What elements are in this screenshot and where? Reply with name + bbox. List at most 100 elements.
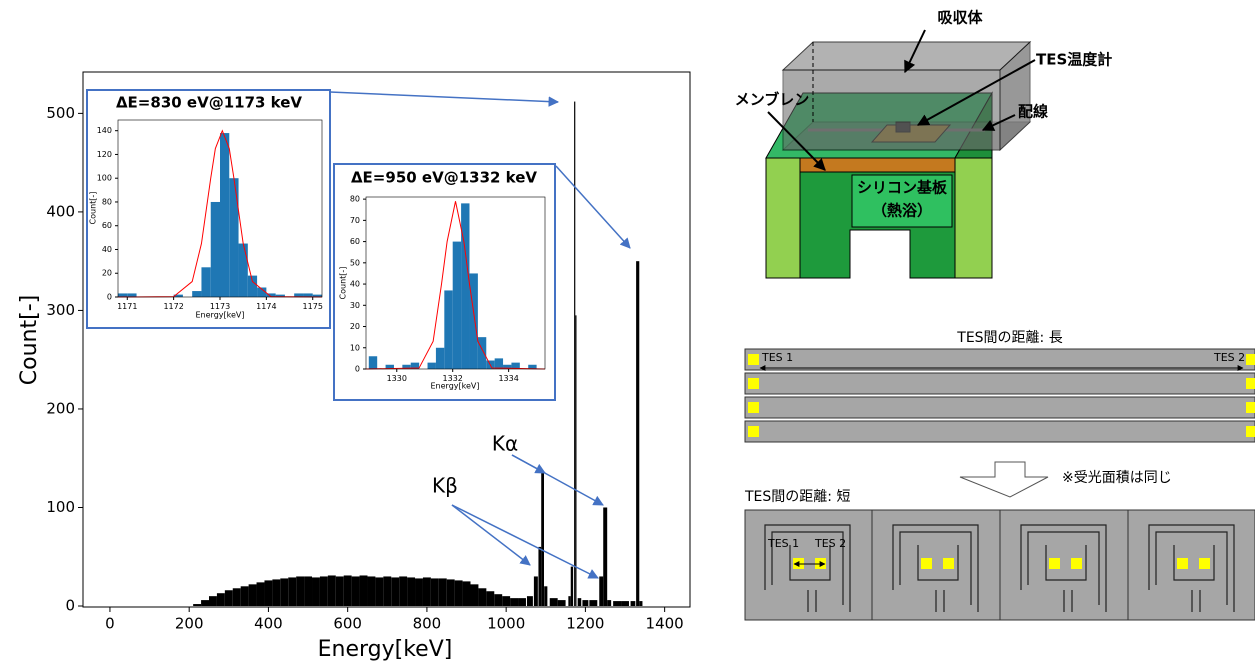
bar [375,577,384,607]
bar [470,584,479,607]
bar [438,578,447,607]
y-axis-label: Count[-] [17,295,42,385]
label: メンブレン [735,91,810,109]
bar [430,578,439,607]
bar [613,601,622,607]
bar [639,601,643,607]
label: シリコン基板 [857,179,948,197]
bar [544,586,548,607]
bar [478,588,487,607]
bar [296,576,305,607]
bar [557,600,566,607]
label: TES温度計 [1036,51,1112,69]
bar [216,593,225,607]
bar [494,594,503,607]
bar [415,578,423,607]
bar [603,507,608,607]
y-tick-label: 120 [97,150,112,159]
y-tick-label: 20 [102,269,112,278]
bar [549,598,558,607]
y-tick-label: 200 [46,399,75,417]
bar [452,241,462,369]
x-tick-label: 400 [254,615,283,633]
x-tick-label: 200 [175,615,204,633]
bar [533,576,538,607]
y-tick-label: 300 [46,301,75,319]
note: ※受光面積は同じ [1062,470,1172,486]
y-tick-label: 60 [350,237,360,246]
bar [621,601,629,607]
bar [312,294,322,297]
bar [335,576,344,607]
bar [494,358,504,369]
bar [257,287,267,297]
bar [232,588,241,607]
bar [589,600,598,607]
annotation-arrows [329,91,631,579]
bar [201,267,211,297]
y-tick-label: 100 [97,174,112,183]
spiral-wiring [764,524,1235,612]
bar [272,579,281,607]
bar [607,600,612,607]
bar [630,601,636,607]
bar [294,293,304,297]
down-arrow [959,461,1049,498]
x-tick-label: 1000 [487,615,525,633]
bar [368,356,378,369]
bar [210,201,220,297]
x-axis-label: Energy[keV] [318,637,453,662]
bar [208,596,217,607]
x-tick-label: 0 [105,615,115,633]
y-tick-label: 80 [102,197,112,206]
inset-title: ΔE=830 eV@1173 keV [116,94,302,112]
bar [383,576,392,607]
bar [327,575,336,607]
label: TES 2 [1213,351,1245,364]
bar [599,576,604,607]
label: 吸収体 [937,9,983,27]
x-tick-label: 1172 [163,302,183,311]
x-tick-label: 1174 [256,302,276,311]
annotation: Kβ [432,474,458,498]
bar [192,291,202,297]
layout-title: TES間の距離: 短 [744,488,850,505]
bar [574,101,576,607]
bar [570,566,574,607]
plot-frame [82,71,691,608]
bar [312,577,320,607]
bar [462,581,471,607]
bar [503,364,512,369]
bar [399,576,408,607]
bar [422,577,431,607]
bar [275,294,285,297]
y-tick-label: 20 [350,322,360,331]
bar [402,364,411,369]
x-tick-label: 1400 [646,615,684,633]
bar [193,604,202,607]
x-tick-label: 1334 [498,374,518,383]
bar [407,577,416,607]
x-tick-label: 1200 [566,615,604,633]
bar [435,347,445,369]
bar [343,575,352,607]
bar [288,577,297,607]
label: 配線 [1018,103,1048,121]
bar [568,596,571,607]
bar [502,596,511,607]
y-tick-label: 0 [355,365,360,374]
bar [477,337,487,369]
y-tick-label: 140 [97,126,112,135]
x-tick-label: 1332 [443,374,463,383]
bar [526,596,533,607]
bar [118,293,128,297]
bar [359,575,368,607]
y-tick-label: 40 [102,245,112,254]
bar [238,243,248,297]
y-tick-label: 400 [46,202,75,220]
bar [427,362,436,369]
bar [391,577,400,607]
y-tick-label: 500 [46,104,75,122]
y-axis-label: Count[-] [89,192,98,225]
layout-title: TES間の距離: 長 [956,329,1062,346]
